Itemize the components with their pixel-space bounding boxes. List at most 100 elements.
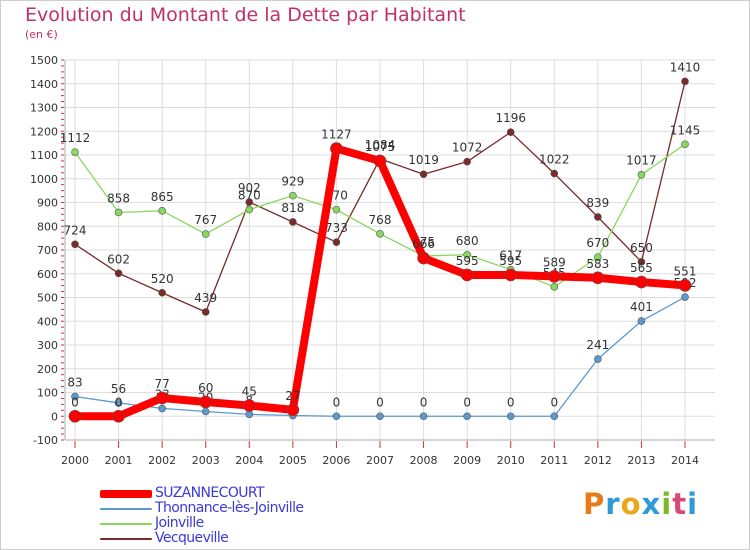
legend-label: Joinville: [155, 515, 204, 531]
data-label: 595: [499, 254, 522, 268]
data-label: 1410: [670, 60, 701, 74]
data-point: [460, 268, 474, 282]
y-tick-label: 500: [37, 292, 58, 305]
data-point: [155, 391, 169, 405]
data-label: 583: [586, 257, 609, 271]
data-label: 650: [630, 241, 653, 255]
data-label: 0: [333, 395, 341, 409]
data-point: [681, 293, 689, 301]
logo-letter: i: [687, 487, 699, 521]
data-point: [506, 128, 515, 136]
y-tick-label: 1300: [30, 102, 58, 115]
data-label: 1072: [452, 141, 483, 155]
data-point: [289, 218, 297, 226]
chart-legend: SUZANNECOURT Thonnance-lès-Joinville Joinv…: [100, 485, 360, 546]
data-label: 60: [198, 381, 213, 395]
data-point: [637, 317, 646, 325]
data-point: [158, 288, 166, 297]
x-tick-label: 2007: [366, 454, 394, 467]
data-label: 520: [151, 272, 174, 286]
data-label: 870: [238, 189, 261, 203]
y-tick-label: 1500: [30, 54, 58, 67]
data-point: [68, 409, 82, 423]
logo-letter: o: [620, 487, 642, 521]
data-point: [71, 240, 79, 249]
data-point: [376, 230, 384, 238]
data-point: [71, 148, 79, 156]
data-point: [681, 77, 689, 86]
data-label: 401: [630, 300, 653, 314]
data-point: [242, 399, 256, 412]
data-label: 241: [586, 338, 609, 352]
legend-item: Vecqueville: [100, 530, 360, 546]
data-label: 1084: [365, 138, 396, 152]
data-point: [376, 412, 384, 421]
data-label: 1112: [60, 131, 91, 145]
data-label: 0: [463, 395, 471, 409]
data-point: [112, 409, 125, 423]
data-label: 1017: [626, 154, 657, 168]
data-point: [245, 198, 254, 206]
data-label: 0: [115, 395, 123, 409]
data-point: [114, 269, 123, 278]
y-tick-label: 1400: [30, 78, 58, 91]
x-tick-label: 2009: [453, 454, 481, 467]
data-label: 1075: [365, 140, 396, 154]
data-label: 56: [111, 382, 126, 396]
y-tick-label: 1000: [30, 173, 58, 186]
x-tick-label: 2004: [235, 454, 263, 467]
x-tick-label: 2000: [61, 454, 89, 467]
data-point: [504, 268, 518, 282]
data-point: [289, 191, 297, 200]
data-point: [594, 355, 602, 363]
data-point: [506, 412, 515, 421]
legend-label: SUZANNECOURT: [155, 485, 265, 501]
data-label: 839: [586, 196, 609, 210]
data-label: 565: [630, 261, 653, 275]
data-point: [417, 251, 430, 265]
logo-letter: x: [641, 487, 662, 521]
legend-swatch: [100, 523, 152, 525]
data-point: [591, 271, 605, 285]
legend-item: Joinville: [100, 515, 360, 531]
data-label: 589: [543, 255, 566, 269]
data-point: [245, 410, 254, 419]
data-point: [419, 412, 428, 421]
data-point: [637, 258, 646, 266]
data-label: 45: [242, 385, 257, 399]
data-point: [114, 208, 123, 217]
data-point: [463, 250, 471, 259]
data-label: 0: [550, 395, 558, 409]
data-label: 0: [376, 395, 384, 409]
y-tick-label: 1100: [30, 149, 58, 162]
data-point: [550, 169, 559, 178]
data-label: 1145: [670, 123, 701, 137]
data-point: [547, 270, 561, 283]
data-label: 733: [325, 221, 348, 235]
data-point: [330, 142, 343, 155]
y-tick-label: 800: [37, 220, 58, 233]
data-label: 83: [67, 376, 82, 390]
data-label: 767: [194, 213, 217, 227]
data-point: [594, 213, 602, 221]
data-point: [463, 157, 471, 166]
data-point: [635, 275, 648, 289]
y-tick-label: 1200: [30, 125, 58, 138]
x-tick-label: 2010: [497, 454, 525, 467]
data-point: [463, 412, 471, 421]
logo-letter: P: [583, 487, 606, 521]
data-label: 724: [64, 223, 87, 237]
data-point: [245, 205, 254, 214]
x-tick-label: 2011: [540, 454, 568, 467]
chart-unit: (en €): [25, 28, 58, 41]
chart-title: Evolution du Montant de la Dette par Hab…: [25, 4, 466, 26]
data-point: [158, 404, 166, 413]
y-tick-label: 0: [51, 410, 58, 423]
data-point: [550, 412, 559, 421]
data-point: [594, 253, 602, 261]
legend-swatch: [100, 538, 152, 540]
data-point: [332, 205, 341, 214]
data-label: 1022: [539, 153, 570, 167]
data-point: [71, 392, 79, 401]
